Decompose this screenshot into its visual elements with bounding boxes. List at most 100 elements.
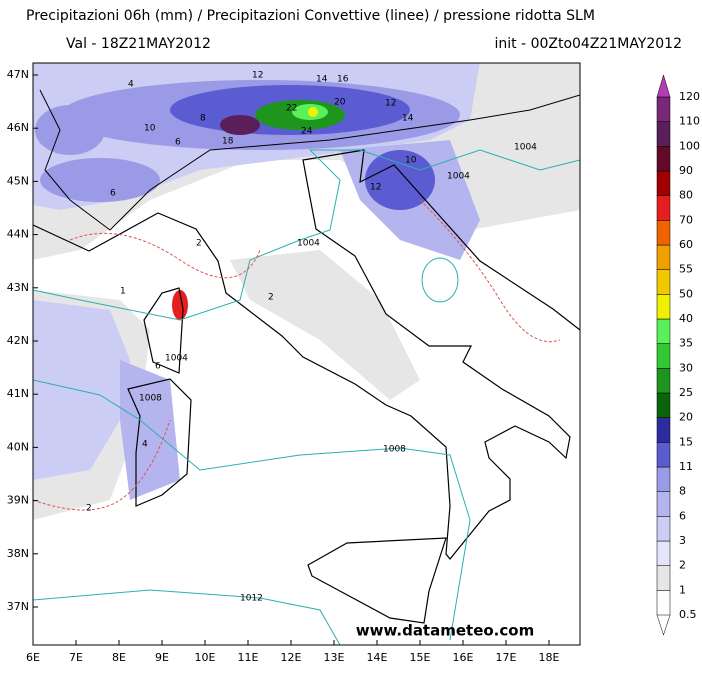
isobar bbox=[33, 149, 580, 321]
precip-labels: 12 14 16 20 22 24 12 14 10 18 8 6 12 10 … bbox=[86, 71, 417, 514]
colorbar-label: 1 bbox=[679, 583, 686, 596]
border bbox=[39, 89, 580, 231]
isobar-label: 1004 bbox=[165, 354, 188, 364]
init-time: init - 00Zto04Z21MAY2012 bbox=[494, 36, 682, 52]
precip-label: 4 bbox=[128, 80, 134, 90]
lon-label: 11E bbox=[238, 651, 259, 664]
precip-label: 6 bbox=[175, 138, 181, 148]
lat-label: 46N bbox=[7, 121, 29, 134]
lon-label: 17E bbox=[496, 651, 517, 664]
isobar-label: 1004 bbox=[297, 239, 320, 249]
lon-label: 14E bbox=[367, 651, 388, 664]
precip-area bbox=[33, 300, 130, 480]
precip-area bbox=[172, 290, 188, 320]
colorbar-label: 11 bbox=[679, 460, 693, 473]
colorbar-label: 55 bbox=[679, 263, 693, 276]
precip-label: 6 bbox=[110, 189, 116, 199]
precip-label: 22 bbox=[286, 104, 297, 114]
colorbar-label: 35 bbox=[679, 337, 693, 350]
watermark: www.datameteo.com bbox=[356, 622, 534, 640]
lon-label: 6E bbox=[26, 651, 40, 664]
colorbar-box bbox=[656, 170, 671, 196]
colorbar-label: 40 bbox=[679, 312, 693, 325]
lon-label: 13E bbox=[324, 651, 345, 664]
lat-label: 45N bbox=[7, 174, 29, 187]
precip-area bbox=[35, 105, 105, 155]
colorbar-box bbox=[656, 466, 671, 492]
colorbar-box bbox=[656, 96, 671, 122]
precip-label: 20 bbox=[334, 98, 346, 108]
colorbar-box bbox=[656, 516, 671, 542]
colorbar-box bbox=[656, 442, 671, 468]
lon-label: 8E bbox=[112, 651, 126, 664]
colorbar-box bbox=[656, 343, 671, 369]
colorbar-label: 25 bbox=[679, 386, 693, 399]
precip-label: 14 bbox=[402, 114, 414, 124]
precip-label: 12 bbox=[370, 183, 381, 193]
precip-label: 6 bbox=[155, 362, 161, 372]
coastline bbox=[307, 537, 447, 624]
convective-contour bbox=[69, 232, 261, 279]
lon-label: 18E bbox=[539, 651, 560, 664]
colorbar-box bbox=[656, 540, 671, 566]
precip-area bbox=[365, 150, 435, 210]
map-frame bbox=[32, 62, 581, 646]
isobar-labels: 1004 1004 1004 1004 1008 1008 1012 bbox=[139, 143, 537, 604]
valid-time: Val - 18Z21MAY2012 bbox=[66, 36, 211, 52]
colorbar-label: 30 bbox=[679, 361, 693, 374]
colorbar-box bbox=[656, 294, 671, 320]
colorbar: 0.5 1 2 3 6 8 11 15 20 25 30 35 40 50 55 60 70 80 90 100 110… bbox=[656, 74, 700, 636]
convective-contour bbox=[33, 419, 171, 511]
isobar-label: 1008 bbox=[139, 394, 162, 404]
map-layer bbox=[33, 63, 580, 645]
precip-area bbox=[230, 250, 420, 400]
precip-label: 18 bbox=[222, 137, 234, 147]
isobar bbox=[33, 379, 471, 641]
title: Precipitazioni 06h (mm) / Precipitazioni… bbox=[26, 8, 595, 24]
precip-label: 8 bbox=[200, 114, 206, 124]
isobar bbox=[33, 589, 341, 645]
precip-label: 2 bbox=[86, 504, 92, 514]
colorbar-label: 100 bbox=[679, 139, 700, 152]
axes: 47N 46N 45N 44N 43N 42N 41N 40N 39N 38N 37N 6E 7E 8E 9… bbox=[7, 68, 560, 664]
colorbar-label: 120 bbox=[679, 90, 700, 103]
colorbar-label: 0.5 bbox=[679, 608, 697, 621]
colorbar-label: 6 bbox=[679, 509, 686, 522]
precip-label: 4 bbox=[142, 440, 148, 450]
colorbar-box bbox=[656, 590, 671, 616]
precip-area bbox=[220, 115, 260, 135]
precip-label: 16 bbox=[337, 75, 349, 85]
lat-label: 37N bbox=[7, 600, 29, 613]
precip-label: 10 bbox=[144, 124, 156, 134]
precip-label: 1 bbox=[120, 287, 126, 297]
colorbar-arrow bbox=[656, 74, 671, 98]
colorbar-box bbox=[656, 417, 671, 443]
colorbar-box bbox=[656, 368, 671, 394]
coastline bbox=[33, 149, 580, 560]
lat-label: 40N bbox=[7, 440, 29, 453]
lon-label: 12E bbox=[281, 651, 302, 664]
colorbar-label: 60 bbox=[679, 238, 693, 251]
lat-label: 42N bbox=[7, 334, 29, 347]
colorbar-box bbox=[656, 491, 671, 517]
colorbar-label: 2 bbox=[679, 559, 686, 572]
colorbar-box bbox=[656, 565, 671, 591]
lat-label: 41N bbox=[7, 387, 29, 400]
isobar-label: 1012 bbox=[240, 594, 263, 604]
lat-label: 44N bbox=[7, 228, 29, 241]
lat-label: 47N bbox=[7, 68, 29, 81]
lon-label: 7E bbox=[69, 651, 83, 664]
colorbar-box bbox=[656, 195, 671, 221]
colorbar-box bbox=[656, 318, 671, 344]
precip-area bbox=[308, 107, 318, 117]
convective-contour bbox=[419, 199, 561, 343]
colorbar-label: 110 bbox=[679, 115, 700, 128]
colorbar-box bbox=[656, 269, 671, 295]
precip-label: 12 bbox=[252, 71, 263, 81]
precip-label: 24 bbox=[301, 127, 313, 137]
precip-label: 2 bbox=[196, 239, 202, 249]
colorbar-box bbox=[656, 121, 671, 147]
precip-area bbox=[120, 360, 180, 500]
colorbar-label: 50 bbox=[679, 287, 693, 300]
